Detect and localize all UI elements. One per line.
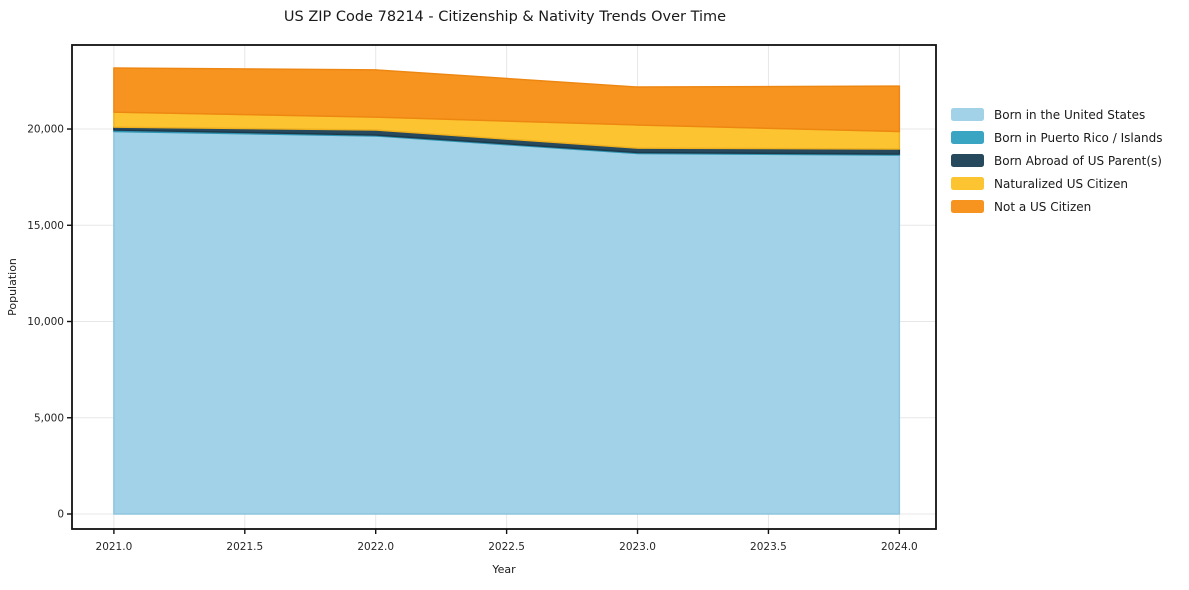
legend-swatch-icon [951, 131, 984, 144]
legend: Born in the United States Born in Puerto … [951, 103, 1163, 218]
legend-label: Not a US Citizen [994, 199, 1092, 214]
x-tick-label: 2023.0 [619, 541, 656, 553]
legend-item-born-in-puerto-rico-islands: Born in Puerto Rico / Islands [951, 126, 1163, 149]
legend-swatch-icon [951, 108, 984, 121]
legend-swatch-icon [951, 154, 984, 167]
chart-title: US ZIP Code 78214 - Citizenship & Nativi… [283, 9, 727, 25]
area-not-a-us-citizen [113, 67, 901, 133]
plot-frame [71, 44, 937, 530]
y-tick-label: 0 [57, 509, 64, 521]
x-tick-label: 2021.5 [226, 541, 263, 553]
legend-label: Born in the United States [994, 107, 1146, 122]
y-tick-label: 10,000 [27, 316, 64, 328]
legend-swatch-icon [951, 177, 984, 190]
x-tick-label: 2022.0 [357, 541, 394, 553]
legend-item-born-in-the-united-states: Born in the United States [951, 103, 1163, 126]
x-tick-label: 2022.5 [488, 541, 525, 553]
y-tick-label: 20,000 [27, 124, 64, 136]
legend-item-naturalized-us-citizen: Naturalized US Citizen [951, 172, 1163, 195]
x-tick-label: 2021.0 [96, 541, 133, 553]
legend-item-born-abroad-of-us-parent-s: Born Abroad of US Parent(s) [951, 149, 1163, 172]
legend-item-not-a-us-citizen: Not a US Citizen [951, 195, 1163, 218]
x-tick-label: 2023.5 [750, 541, 787, 553]
area-born-in-the-united-states [113, 130, 901, 515]
legend-label: Naturalized US Citizen [994, 176, 1128, 191]
legend-label: Born in Puerto Rico / Islands [994, 130, 1163, 145]
x-tick-label: 2024.0 [881, 541, 918, 553]
y-tick-label: 5,000 [34, 412, 64, 424]
y-axis-label: Population [6, 258, 19, 316]
legend-swatch-icon [951, 200, 984, 213]
legend-label: Born Abroad of US Parent(s) [994, 153, 1162, 168]
x-axis-label: Year [491, 563, 516, 576]
y-tick-label: 15,000 [27, 220, 64, 232]
